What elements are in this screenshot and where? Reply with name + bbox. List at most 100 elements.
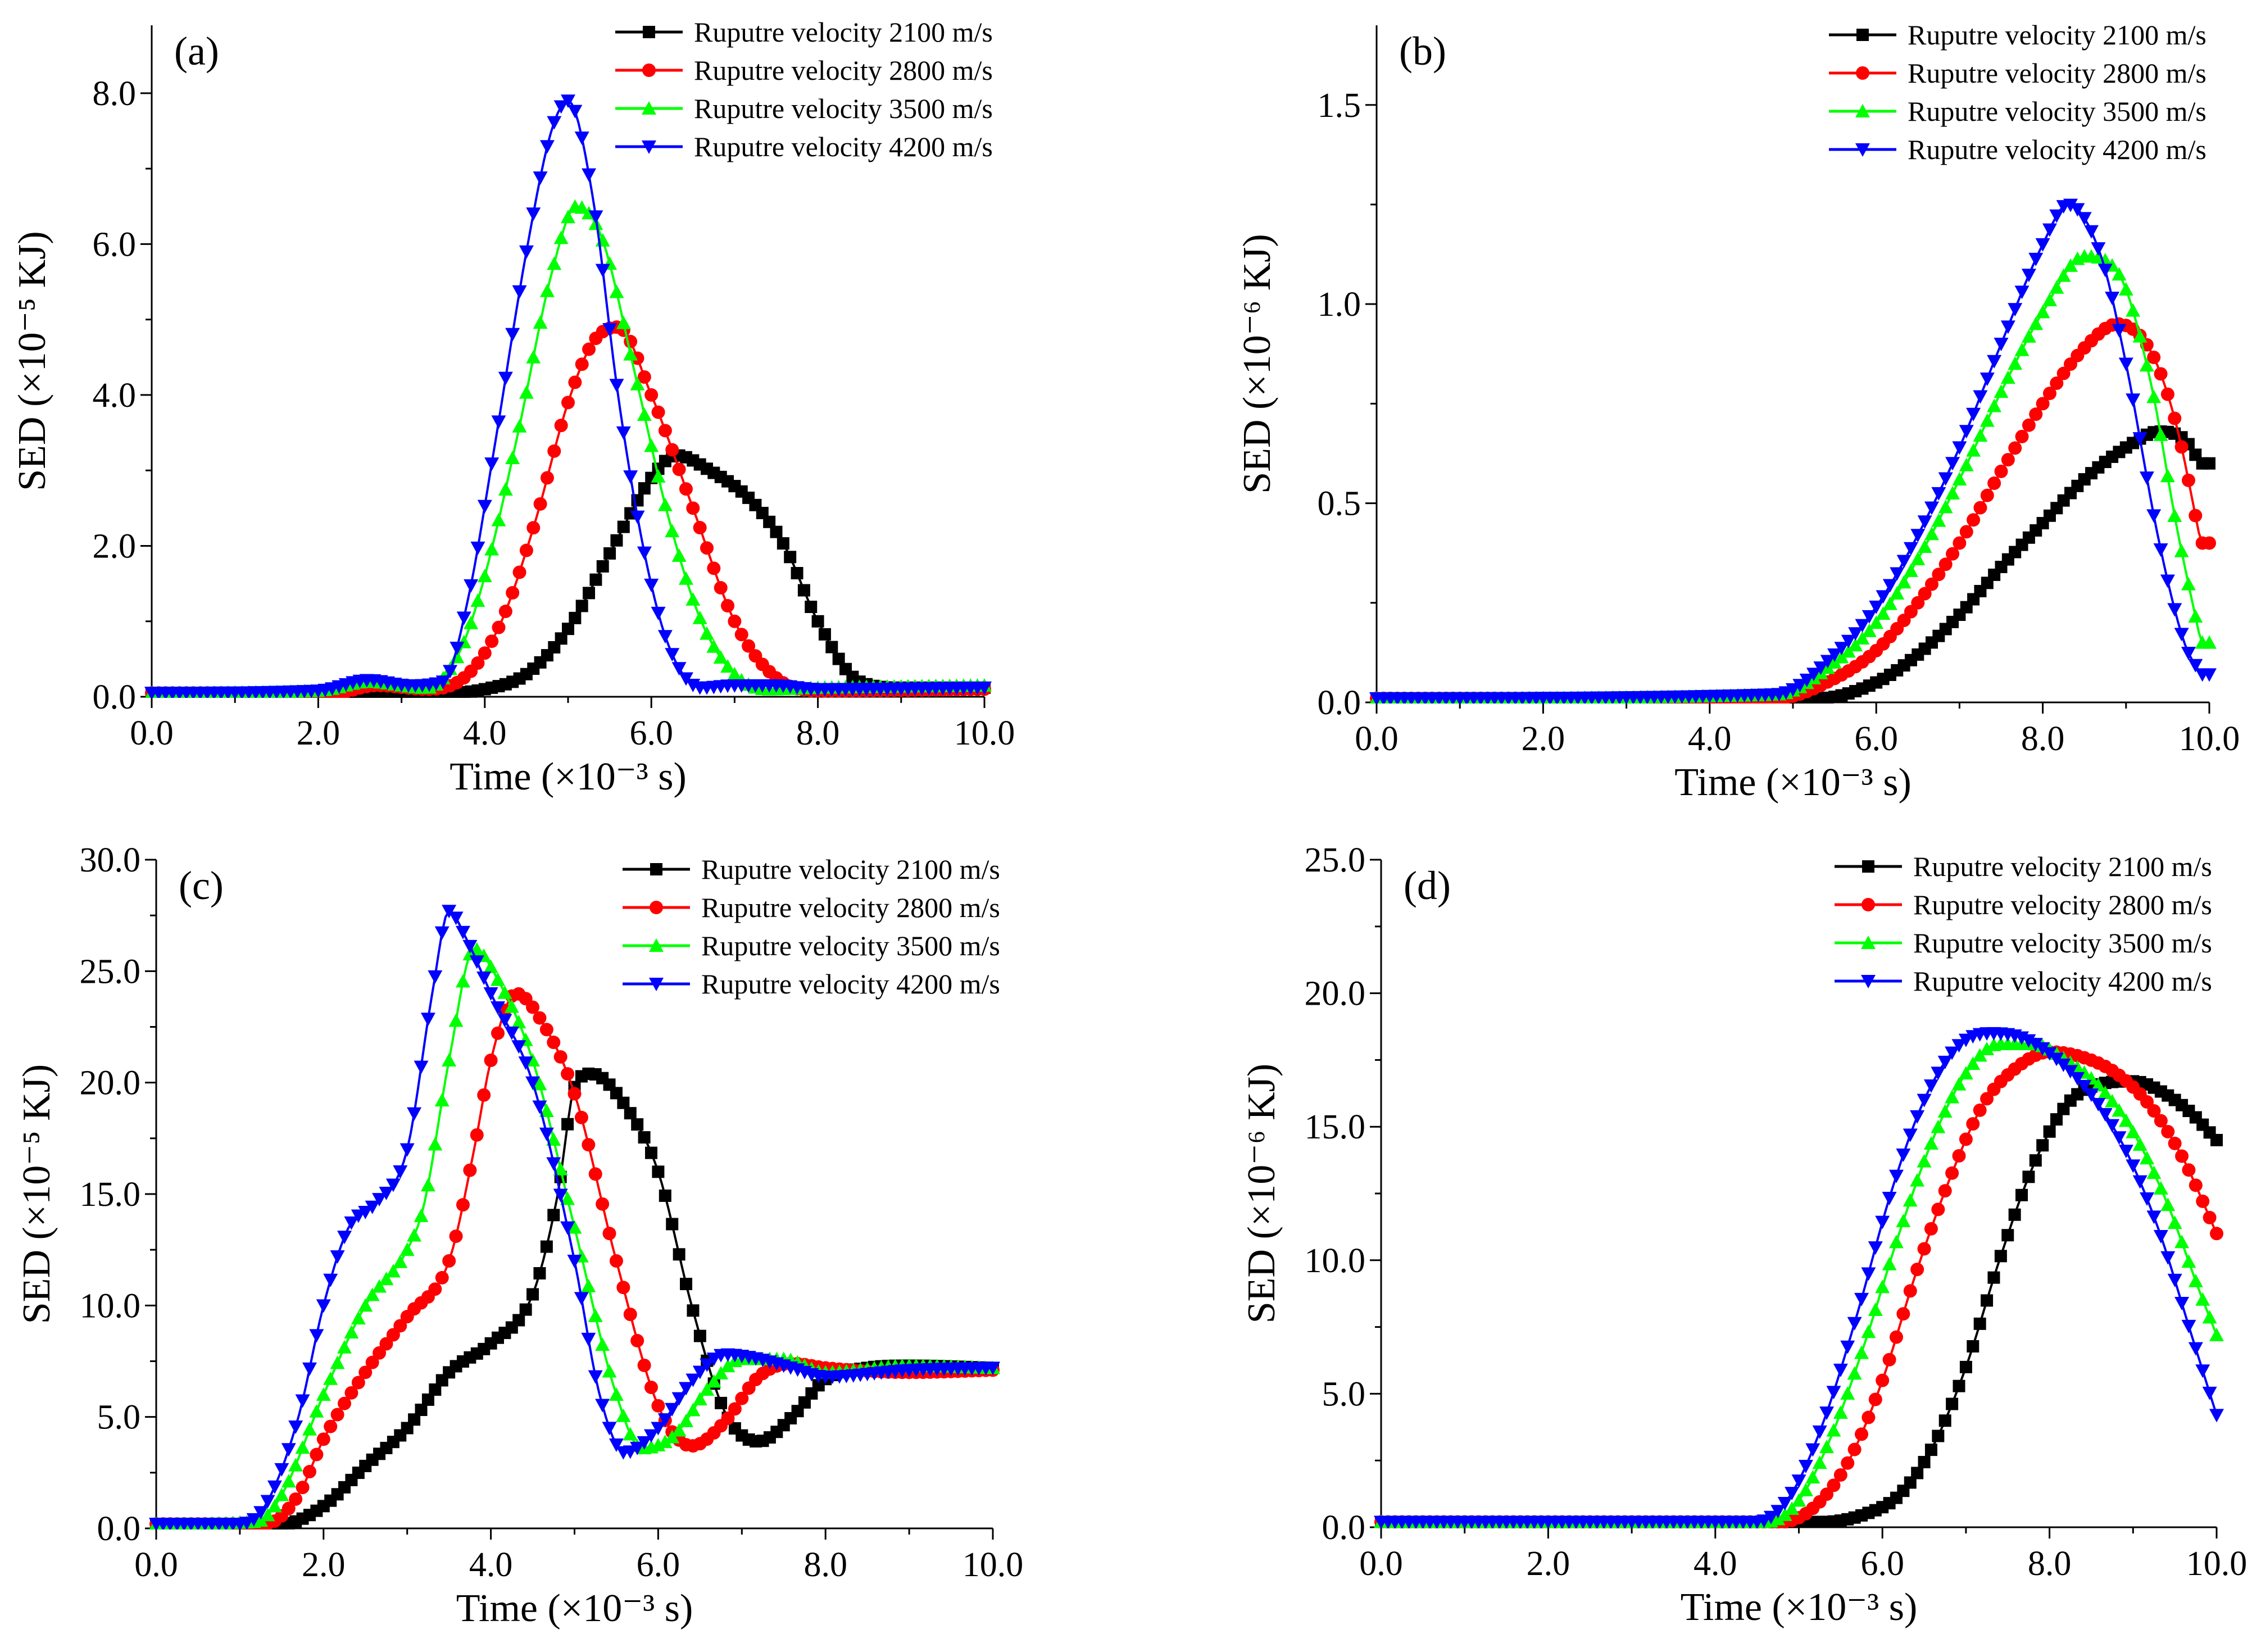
data-point (1924, 501, 1939, 515)
data-point (477, 1088, 491, 1102)
data-point (323, 1273, 338, 1287)
data-point (2167, 508, 2182, 522)
legend-label: Ruputre velocity 4200 m/s (1913, 965, 2212, 997)
data-point (644, 578, 659, 592)
data-point (1966, 443, 1981, 457)
data-point (679, 482, 693, 496)
data-point (455, 925, 470, 940)
data-point (1973, 1103, 1987, 1117)
y-tick-label: 10.0 (80, 1287, 141, 1325)
legend: Ruputre velocity 2100 m/s Ruputre velocit… (615, 16, 993, 162)
data-point (399, 1242, 415, 1256)
data-point (511, 1015, 526, 1029)
data-point (2210, 1133, 2223, 1146)
data-point (1931, 487, 1946, 501)
data-point (1938, 1184, 1952, 1198)
data-point (2091, 1097, 2106, 1111)
data-point (588, 1370, 603, 1384)
data-point (2014, 342, 2030, 356)
data-point (825, 641, 838, 653)
data-point (281, 1474, 296, 1488)
x-tick-label: 10.0 (954, 714, 1015, 752)
series-line (152, 326, 984, 695)
legend-marker (642, 140, 656, 154)
data-point (707, 561, 721, 575)
data-point (525, 1076, 541, 1090)
y-tick-label: 20.0 (80, 1064, 141, 1102)
data-point (700, 541, 714, 555)
x-tick-label: 2.0 (302, 1546, 346, 1584)
data-point (2203, 536, 2216, 550)
data-point (1967, 1340, 1979, 1353)
data-point (1981, 1294, 1994, 1307)
data-point (477, 569, 492, 583)
data-point (1973, 428, 1988, 442)
x-tick-label: 8.0 (803, 1546, 847, 1584)
data-point (385, 1264, 401, 1278)
data-point (310, 1447, 324, 1462)
data-point (2008, 1208, 2021, 1221)
data-point (483, 987, 498, 1001)
data-point (602, 323, 618, 337)
data-point (657, 497, 673, 511)
data-point (2035, 305, 2050, 319)
legend-label: Ruputre velocity 4200 m/s (694, 131, 993, 162)
data-point (575, 600, 588, 612)
data-point (1910, 1173, 1925, 1187)
data-point (630, 1441, 645, 1455)
data-point (1994, 1250, 2007, 1263)
data-point (288, 1458, 303, 1472)
data-point (2188, 659, 2203, 673)
data-point (2140, 1151, 2155, 1165)
data-point (1966, 1117, 1980, 1131)
data-point (623, 470, 638, 484)
data-point (1994, 338, 2009, 352)
data-point (651, 405, 665, 419)
data-point (692, 610, 707, 624)
x-tick-label: 2.0 (297, 714, 340, 752)
data-point (665, 648, 680, 662)
legend-marker (649, 938, 664, 952)
data-point (1876, 590, 1891, 604)
data-point (2028, 252, 2044, 266)
data-point (596, 1197, 610, 1211)
data-point (2202, 635, 2217, 649)
data-point (582, 342, 596, 356)
data-point (2181, 577, 2196, 591)
legend-marker (1862, 860, 1874, 873)
y-axis-label: SED (×10⁻⁶ KJ) (1240, 1064, 1283, 1324)
data-point (260, 1495, 275, 1509)
data-point (1890, 567, 1905, 581)
series-1 (1370, 425, 2215, 704)
data-point (665, 1429, 680, 1444)
data-point (2174, 1296, 2190, 1310)
data-point (1931, 1119, 1946, 1133)
data-point (553, 1050, 567, 1064)
data-point (1896, 575, 1912, 589)
y-tick-label: 20.0 (1305, 975, 1366, 1013)
data-point (491, 415, 506, 429)
data-point (1910, 1110, 1925, 1124)
data-point (2036, 1139, 2049, 1152)
data-point (685, 592, 701, 606)
data-point (2126, 1159, 2141, 1173)
data-point (1855, 631, 1870, 645)
legend: Ruputre velocity 2100 m/s Ruputre velocit… (1829, 19, 2206, 165)
data-point (2153, 1181, 2168, 1195)
data-point (1827, 648, 1842, 662)
data-point (421, 1393, 434, 1406)
data-point (678, 571, 693, 585)
data-point (700, 1382, 715, 1396)
data-point (665, 443, 679, 457)
data-point (1924, 527, 1939, 541)
series-line (156, 1072, 993, 1526)
legend-marker (650, 863, 662, 875)
data-point (1917, 1093, 1932, 1108)
data-point (274, 1463, 289, 1477)
data-point (2049, 209, 2064, 223)
data-point (533, 315, 548, 329)
data-point (491, 512, 506, 527)
data-point (1833, 1468, 1847, 1482)
data-point (2181, 473, 2195, 487)
data-point (1903, 563, 1918, 577)
